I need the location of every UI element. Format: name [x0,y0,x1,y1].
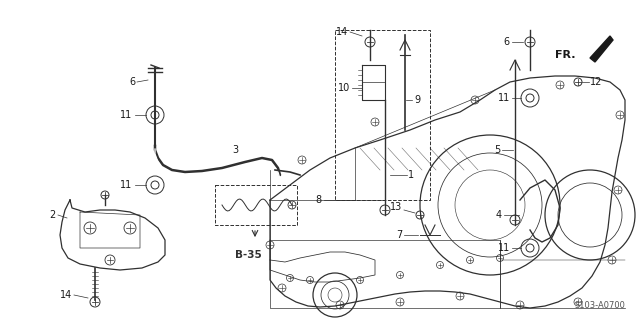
Text: 3: 3 [232,145,238,155]
Bar [335,30,430,200]
Text: FR.: FR. [556,50,576,60]
Text: 5: 5 [493,145,500,155]
Text: 7: 7 [396,230,402,240]
Bar [215,185,297,225]
Text: 8: 8 [316,195,322,205]
Text: 2: 2 [49,210,55,220]
Text: 11: 11 [498,93,510,103]
Text: 11: 11 [120,110,132,120]
Text: 14: 14 [336,27,348,37]
Text: 14: 14 [60,290,72,300]
Text: 10: 10 [338,83,350,93]
Text: 11: 11 [120,180,132,190]
Text: 6: 6 [129,77,135,87]
Text: 9: 9 [414,95,420,105]
Text: 11: 11 [498,243,510,253]
Text: 13: 13 [390,202,402,212]
Text: 12: 12 [590,77,602,87]
Text: S103-A0700: S103-A0700 [574,301,625,310]
Text: 4: 4 [496,210,502,220]
Polygon shape [590,36,613,62]
Text: 1: 1 [408,170,414,180]
Text: B-35: B-35 [235,250,261,260]
Text: 6: 6 [504,37,510,47]
